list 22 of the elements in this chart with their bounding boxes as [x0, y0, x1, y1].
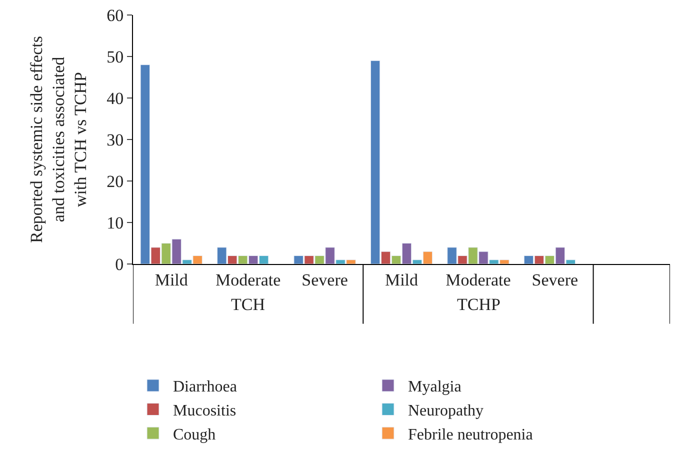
- y-tick-label: 60: [106, 6, 124, 25]
- legend-label: Neuropathy: [408, 402, 484, 420]
- x-tick-label: Mild: [384, 270, 419, 290]
- x-tick-label: Mild: [154, 270, 188, 290]
- y-tick-label: 40: [106, 88, 124, 108]
- legend-label: Diarrhoea: [173, 378, 237, 396]
- x-tick-label: Severe: [532, 270, 578, 290]
- text: TCHP: [457, 295, 500, 314]
- x-tick-label: Moderate: [446, 270, 511, 290]
- y-tick-label: 50: [106, 47, 124, 66]
- legend-label: Cough: [173, 426, 216, 444]
- y-tick-label: 30: [106, 130, 124, 150]
- legend-label: Febrile neutropenia: [408, 426, 533, 444]
- text: TCH: [231, 295, 265, 314]
- legend-label: Mucositis: [173, 402, 236, 420]
- y-axis-title: Reported systemic side effects and toxicities associated with TCH vs TCHP: [26, 36, 90, 243]
- x-tick-label: Moderate: [216, 270, 281, 290]
- y-tick-label: 10: [106, 213, 124, 232]
- legend-label: Myalgia: [408, 378, 462, 396]
- y-tick-label: 20: [106, 172, 124, 191]
- y-tick-label: 0: [115, 254, 124, 274]
- x-tick-label: Severe: [302, 270, 348, 290]
